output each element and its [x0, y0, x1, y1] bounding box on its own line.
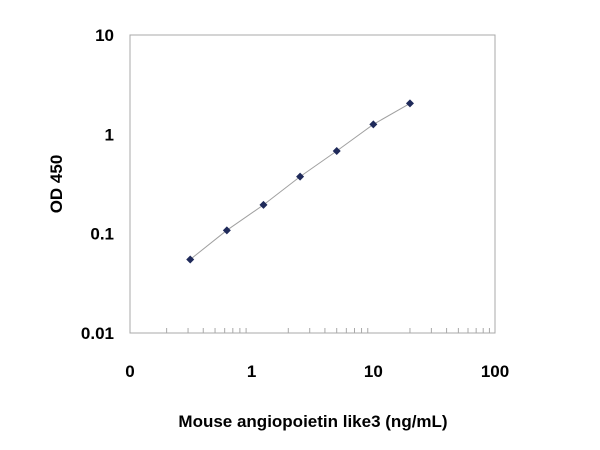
- y-tick-label: 1: [105, 125, 114, 144]
- data-point: [405, 99, 414, 108]
- x-tick-label: 1: [247, 362, 256, 381]
- x-axis-tick-labels: 0 1 10 100: [125, 362, 509, 381]
- y-tick-label: 0.1: [90, 225, 114, 244]
- x-tick-label: 100: [481, 362, 509, 381]
- data-point: [369, 120, 378, 129]
- data-point: [332, 146, 341, 155]
- data-point: [186, 255, 195, 264]
- data-point: [296, 172, 305, 181]
- y-axis-title: OD 450: [47, 155, 66, 214]
- y-tick-label: 10: [95, 26, 114, 45]
- y-axis-tick-labels: 0.01 0.1 1 10: [81, 26, 114, 343]
- data-point: [259, 200, 268, 209]
- data-points-layer: [186, 99, 414, 264]
- y-tick-label: 0.01: [81, 324, 114, 343]
- data-point: [222, 226, 231, 235]
- plot-area: [129, 34, 496, 334]
- x-tick-label: 0: [125, 362, 134, 381]
- x-axis-title: Mouse angiopoietin like3 (ng/mL): [178, 412, 447, 431]
- x-axis-minor-ticks: [166, 328, 490, 333]
- x-tick-label: 10: [364, 362, 383, 381]
